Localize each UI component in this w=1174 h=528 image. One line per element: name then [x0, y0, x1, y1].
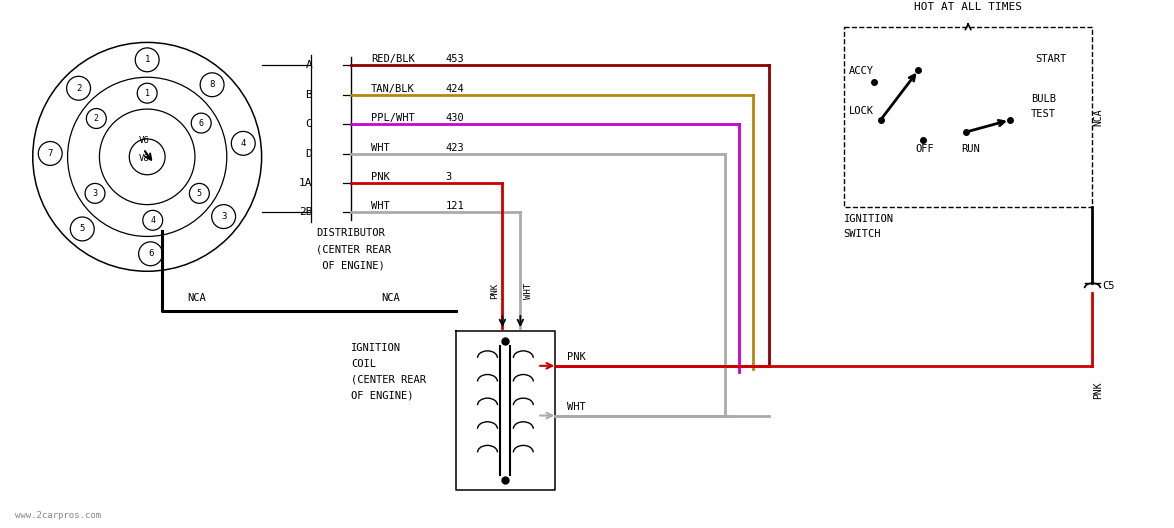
- Text: 7: 7: [47, 149, 53, 158]
- Text: BULB: BULB: [1031, 94, 1055, 104]
- Text: PNK: PNK: [1093, 382, 1104, 400]
- Text: START: START: [1034, 54, 1066, 64]
- Circle shape: [191, 113, 211, 133]
- Circle shape: [135, 48, 160, 72]
- Text: 1: 1: [144, 55, 150, 64]
- Circle shape: [67, 77, 90, 100]
- Text: HOT AT ALL TIMES: HOT AT ALL TIMES: [915, 2, 1023, 12]
- Text: 4: 4: [241, 139, 245, 148]
- Text: (CENTER REAR: (CENTER REAR: [351, 375, 426, 385]
- Text: 3: 3: [446, 172, 452, 182]
- Text: RUN: RUN: [962, 144, 980, 154]
- Text: RED/BLK: RED/BLK: [371, 54, 414, 64]
- Text: NCA: NCA: [187, 293, 205, 303]
- Circle shape: [200, 73, 224, 97]
- Text: WHT: WHT: [567, 402, 586, 412]
- Text: 423: 423: [446, 143, 465, 153]
- Circle shape: [143, 210, 163, 230]
- Text: LOCK: LOCK: [849, 106, 873, 116]
- Text: A: A: [305, 60, 312, 70]
- Text: ACCY: ACCY: [849, 66, 873, 76]
- Text: 3: 3: [93, 189, 97, 198]
- Circle shape: [85, 183, 104, 203]
- Text: NCA: NCA: [1093, 108, 1104, 126]
- Text: IGNITION: IGNITION: [844, 213, 893, 223]
- Text: C5: C5: [1102, 281, 1115, 291]
- Text: WHT: WHT: [371, 143, 390, 153]
- Text: 5: 5: [197, 189, 202, 198]
- Circle shape: [87, 109, 107, 128]
- Text: OF ENGINE): OF ENGINE): [316, 260, 385, 270]
- Text: 6: 6: [198, 119, 204, 128]
- Circle shape: [70, 217, 94, 241]
- Text: 424: 424: [446, 84, 465, 94]
- Text: PNK: PNK: [371, 172, 390, 182]
- Text: IGNITION: IGNITION: [351, 343, 402, 353]
- Text: 2: 2: [94, 114, 99, 123]
- Text: 121: 121: [446, 201, 465, 211]
- Text: COIL: COIL: [351, 359, 376, 369]
- Text: 4: 4: [150, 216, 155, 225]
- Text: WHT: WHT: [524, 283, 533, 299]
- Text: 430: 430: [446, 113, 465, 123]
- Text: B: B: [305, 90, 312, 100]
- Circle shape: [189, 183, 209, 203]
- Text: DISTRIBUTOR: DISTRIBUTOR: [316, 229, 385, 239]
- Text: PPL/WHT: PPL/WHT: [371, 113, 414, 123]
- Text: 1A: 1A: [299, 178, 312, 188]
- Text: V6: V6: [140, 136, 150, 145]
- Text: NCA: NCA: [382, 293, 400, 303]
- Text: OF ENGINE): OF ENGINE): [351, 391, 413, 401]
- Text: OFF: OFF: [916, 144, 935, 154]
- Text: WHT: WHT: [371, 201, 390, 211]
- Text: 2B: 2B: [299, 206, 312, 216]
- Text: TEST: TEST: [1031, 109, 1055, 119]
- Circle shape: [39, 142, 62, 165]
- Circle shape: [231, 131, 255, 155]
- Text: C: C: [305, 119, 312, 129]
- Text: PNK: PNK: [567, 352, 586, 362]
- Circle shape: [139, 242, 162, 266]
- Text: 5: 5: [80, 224, 85, 233]
- Text: 1: 1: [144, 89, 149, 98]
- Text: 2: 2: [76, 84, 81, 93]
- Text: 8: 8: [209, 80, 215, 89]
- Text: 6: 6: [148, 249, 154, 258]
- Text: 3: 3: [221, 212, 227, 221]
- Text: TAN/BLK: TAN/BLK: [371, 84, 414, 94]
- Text: (CENTER REAR: (CENTER REAR: [316, 244, 391, 254]
- Text: V8: V8: [140, 154, 150, 163]
- Text: PNK: PNK: [490, 283, 499, 299]
- Circle shape: [137, 83, 157, 103]
- Text: 453: 453: [446, 54, 465, 64]
- Text: D: D: [305, 149, 312, 159]
- Text: www.2carpros.com: www.2carpros.com: [15, 511, 101, 520]
- Text: SWITCH: SWITCH: [844, 230, 882, 239]
- Circle shape: [211, 205, 236, 229]
